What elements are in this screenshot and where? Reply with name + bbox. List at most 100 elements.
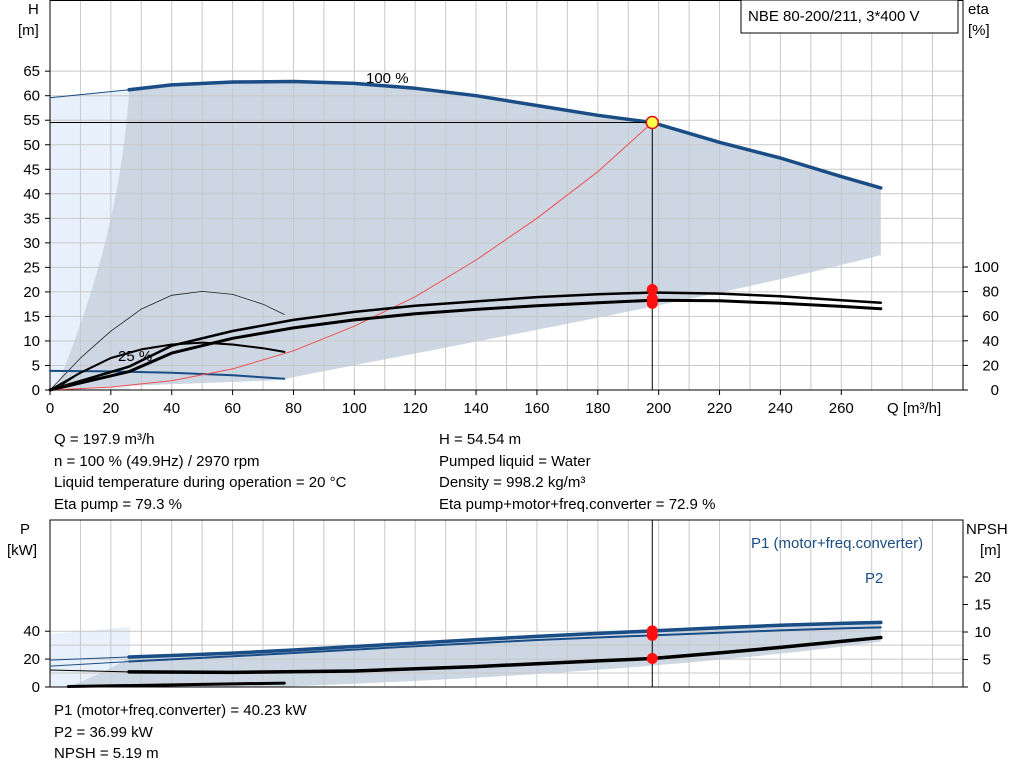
y-right-tick-label-bottom: 5 [983,652,991,669]
duty-point-head-marker [645,115,660,130]
duty-point-power-marker [646,652,658,664]
y-left-tick-label-bottom: 20 [23,651,40,668]
y-left-tick-label-top: 65 [23,63,40,80]
y-right-tick-label-bottom: 20 [974,569,991,586]
npsh-curve-25 [66,681,286,688]
curve-label-p2: P2 [865,570,883,587]
curves [48,79,883,688]
speed-readout: n = 100 % (49.9Hz) / 2970 rpm [54,452,260,470]
y-left-tick-label-top: 20 [23,284,40,301]
y-left-tick-label-bottom: 40 [23,623,40,640]
x-tick-label: 20 [103,400,120,417]
pump-title: NBE 80-200/211, 3*400 V [748,8,920,25]
y-left-tick-label-top: 30 [23,235,40,252]
p2-curve [128,626,882,663]
y-left-tick-label-top: 10 [23,333,40,350]
x-axis-title: Q [m³/h] [887,400,941,417]
duty-info-left: Q = 197.9 m³/h n = 100 % (49.9Hz) / 2970… [54,429,346,515]
y-left-tick-label-top: 35 [23,210,40,227]
temperature-readout: Liquid temperature during operation = 20… [54,474,347,491]
low-speed-blue-curve [49,369,286,380]
head-curve-100 [127,79,883,190]
p2-curve-extension [49,661,130,667]
operating-range-top [50,81,881,390]
duty-point-eta-marker [646,292,658,304]
axis-labels: 0 20 40 60 80 100 120 140 160 180 200 220 240 2600510… [23,63,999,696]
eta-pump-readout: Eta pump = 79.3 % [54,495,182,513]
npsh-readout: NPSH = 5.19 m [54,745,159,762]
duty-point-eta-marker [646,283,658,295]
y-right-tick-label-top: 0 [991,382,999,399]
duty-point-markers [645,115,660,664]
p1-readout: P1 (motor+freq.converter) = 40.23 kW [54,702,307,719]
pump-title-box: NBE 80-200/211, 3*400 V [740,0,959,34]
y-right-tick-label-top: 60 [982,308,999,325]
p1-curve-extension [49,656,130,661]
system-curve [49,122,653,391]
y-right-tick-label-bottom: 10 [974,624,991,641]
y-left-tick-label-top: 25 [23,259,40,276]
density-readout: Density = 998.2 kg/m³ [439,474,586,491]
duty-info-right: H = 54.54 m Pumped liquid = Water Densit… [439,429,715,515]
x-tick-label: 100 [342,400,367,417]
curve-label-p1: P1 (motor+freq.converter) [751,535,923,552]
duty-info-bottom: P1 (motor+freq.converter) = 40.23 kW P2 … [54,700,307,765]
x-tick-label: 240 [768,400,793,417]
plot-frame-bottom [49,519,964,688]
y-right-tick-label-top: 100 [974,259,999,276]
eta-pump-curve [48,291,883,392]
curve-label-25-pct: 25 % [118,348,152,365]
plot-frame-top [49,0,964,391]
curve-label-100-pct: 100 % [366,70,409,87]
x-tick-label: 180 [585,400,610,417]
x-tick-label: 80 [285,400,302,417]
y-right-tick-label-bottom: 15 [974,597,991,614]
y-left-tick-label-bottom: 0 [32,679,40,696]
x-tick-label: 40 [163,400,180,417]
y-right-tick-label-bottom: 0 [983,679,991,696]
p1-curve [127,620,883,659]
y-right-title-bottom: NPSH [966,521,1008,538]
y-left-tick-label-top: 45 [23,161,40,178]
y-right-unit-bottom: [m] [980,542,1001,559]
y-left-tick-label-top: 40 [23,186,40,203]
duty-point-power-marker [646,629,658,641]
x-tick-label: 220 [707,400,732,417]
y-left-tick-label-top: 5 [32,357,40,374]
y-right-title-top: eta [968,1,990,18]
x-tick-label: 200 [646,400,671,417]
flow-readout: Q = 197.9 m³/h [54,431,155,448]
npsh-curve [127,635,883,675]
x-tick-label: 160 [524,400,549,417]
y-left-title-top: H [28,1,39,18]
operating-range-top-area [56,81,881,389]
y-left-tick-label-top: 0 [32,382,40,399]
y-left-title-bottom: P [20,521,30,538]
head-curve-25-thin [49,291,285,391]
head-curve-extension [49,89,130,99]
plot-frames [45,0,968,688]
liquid-readout: Pumped liquid = Water [439,452,591,470]
y-left-tick-label-top: 15 [23,308,40,325]
y-left-tick-label-top: 50 [23,137,40,154]
p2-readout: P2 = 36.99 kW [54,723,153,741]
y-right-tick-label-top: 80 [982,284,999,301]
y-left-unit-bottom: [kW] [7,542,37,559]
eta-total-readout: Eta pump+motor+freq.converter = 72.9 % [439,495,716,513]
eta-total-curve [48,298,883,392]
head-readout: H = 54.54 m [439,431,522,448]
y-left-tick-label-top: 55 [23,112,40,129]
head-curve-25 [55,342,285,390]
y-left-tick-label-top: 60 [23,88,40,105]
y-left-unit-top: [m] [18,22,39,39]
x-tick-label: 140 [464,400,489,417]
x-tick-label: 260 [829,400,854,417]
x-tick-label: 0 [46,400,54,417]
y-right-unit-top: [%] [968,22,990,39]
x-tick-label: 60 [224,400,241,417]
y-right-tick-label-top: 40 [982,333,999,350]
x-tick-label: 120 [403,400,428,417]
y-right-tick-label-top: 20 [982,357,999,374]
npsh-curve-extension [49,669,130,673]
